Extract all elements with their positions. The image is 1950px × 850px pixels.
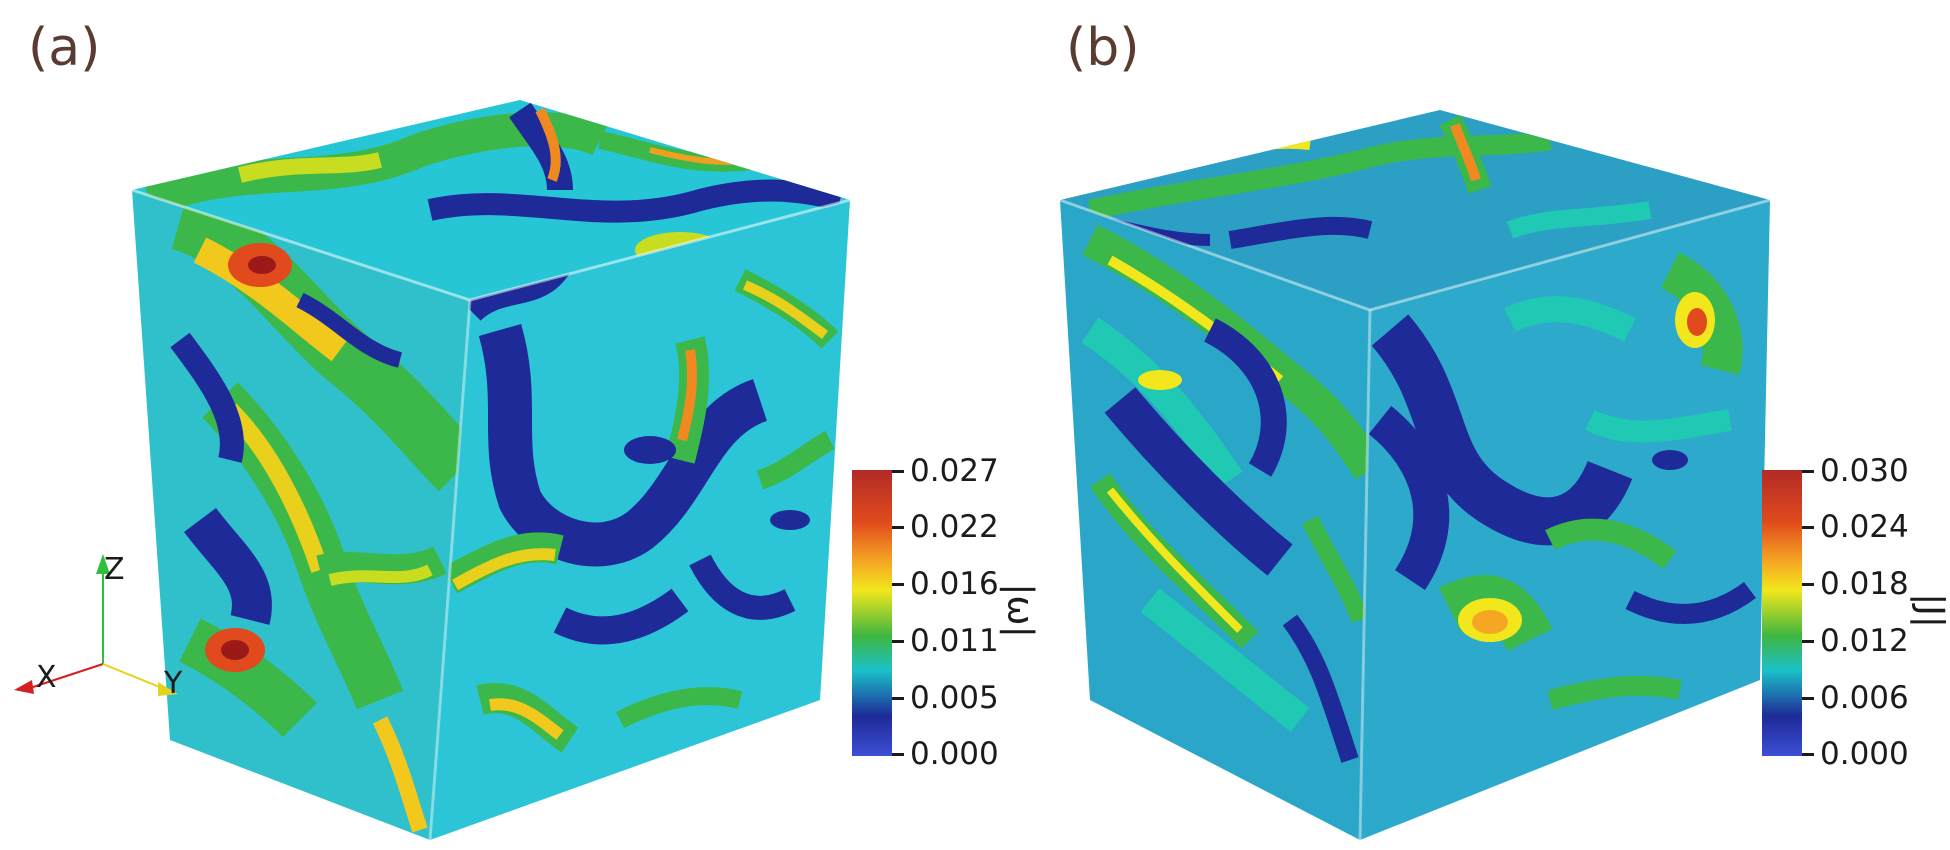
colorbar-tick-label: 0.000 bbox=[910, 736, 999, 772]
panel-b-label: (b) bbox=[1066, 18, 1140, 78]
colorbar-title: |J| bbox=[1909, 592, 1950, 628]
colorbar-tick bbox=[892, 583, 904, 586]
colorbar-tick bbox=[1802, 526, 1814, 529]
colorbar-tick bbox=[892, 470, 904, 473]
colorbar-title: |ω| bbox=[999, 582, 1041, 638]
colorbar-tick bbox=[1802, 640, 1814, 643]
colorbar-gradient bbox=[1762, 470, 1802, 756]
axes-triad-icon bbox=[14, 554, 178, 696]
colorbar-tick-label: 0.005 bbox=[910, 680, 999, 716]
colorbar-tick-label: 0.006 bbox=[1820, 680, 1909, 716]
current-density-isosurface-cube bbox=[1059, 110, 1771, 841]
colorbar-gradient bbox=[852, 470, 892, 756]
vorticity-isosurface-cube bbox=[131, 100, 851, 841]
colorbar-tick-label: 0.030 bbox=[1820, 453, 1909, 489]
colorbar-tick bbox=[892, 526, 904, 529]
panel-a-label: (a) bbox=[28, 18, 101, 78]
colorbar-tick-label: 0.022 bbox=[910, 509, 999, 545]
colorbar-tick bbox=[1802, 753, 1814, 756]
colorbar-tick bbox=[892, 697, 904, 700]
axis-z-label: Z bbox=[104, 552, 125, 587]
colorbar-tick-label: 0.018 bbox=[1820, 566, 1909, 602]
colorbar-tick-label: 0.011 bbox=[910, 623, 999, 659]
axis-x-label: X bbox=[36, 660, 57, 695]
axis-y-label: Y bbox=[164, 666, 183, 701]
colorbar-tick bbox=[892, 753, 904, 756]
colorbar-tick-label: 0.027 bbox=[910, 453, 999, 489]
colorbar-tick bbox=[1802, 697, 1814, 700]
colorbar-tick-label: 0.012 bbox=[1820, 623, 1909, 659]
axes-orientation-triad: Z X Y bbox=[0, 540, 210, 720]
colorbar-tick-label: 0.024 bbox=[1820, 509, 1909, 545]
colorbar-tick-label: 0.016 bbox=[910, 566, 999, 602]
colorbar-tick bbox=[892, 640, 904, 643]
colorbar-tick bbox=[1802, 583, 1814, 586]
colorbar-tick bbox=[1802, 470, 1814, 473]
colorbar-tick-label: 0.000 bbox=[1820, 736, 1909, 772]
